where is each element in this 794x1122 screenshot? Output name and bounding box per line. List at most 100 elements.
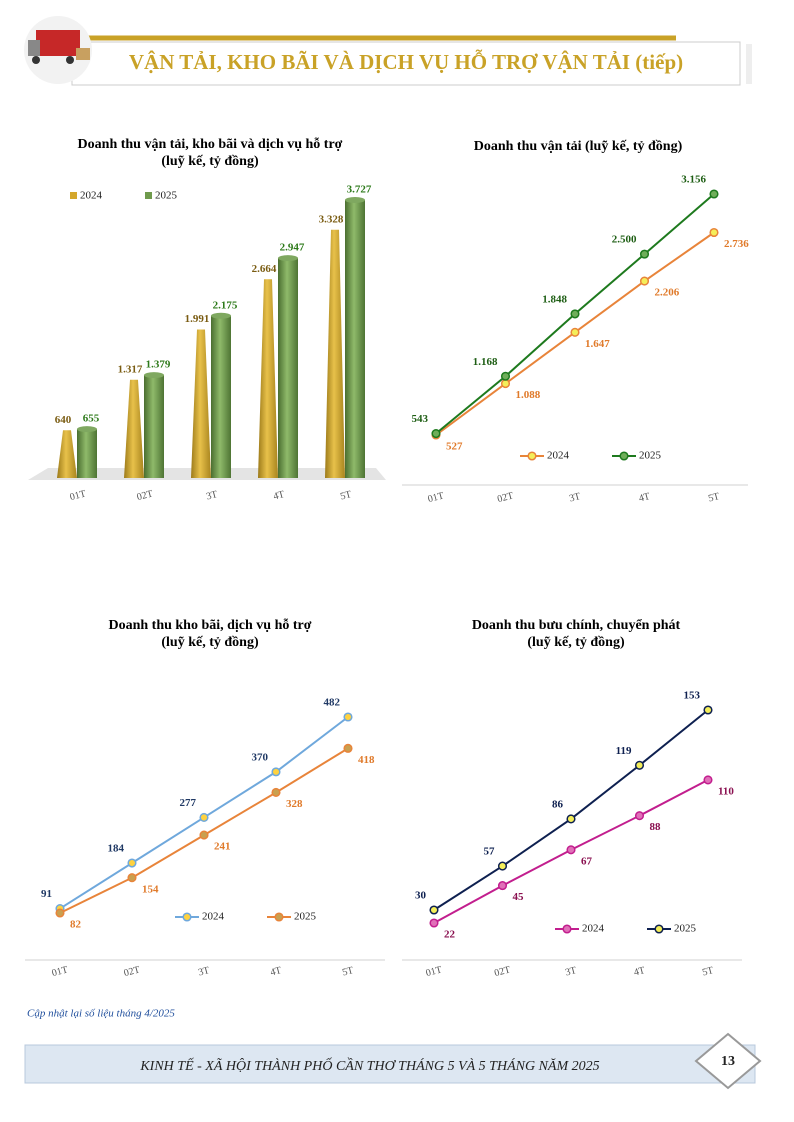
marker	[639, 249, 650, 259]
value-label: 153	[684, 690, 701, 702]
legend-swatch	[70, 192, 77, 199]
legend-marker	[527, 451, 537, 461]
chart-title: Doanh thu vận tải (luỹ kế, tỷ đồng)	[474, 139, 683, 154]
marker	[343, 743, 353, 753]
value-label: 57	[484, 846, 496, 858]
marker	[566, 814, 576, 824]
value-label: 3.328	[319, 213, 344, 225]
x-tick-label: 02T	[136, 488, 154, 503]
value-label: 328	[286, 798, 303, 810]
legend-label: 2025	[155, 190, 178, 202]
value-label: 241	[214, 841, 231, 853]
bar	[258, 279, 278, 478]
bar	[325, 229, 345, 478]
marker	[497, 881, 508, 891]
value-label: 2.175	[213, 299, 238, 311]
bar	[77, 429, 97, 478]
marker	[566, 845, 576, 855]
marker	[199, 812, 209, 823]
marker	[639, 276, 650, 286]
bar-cap	[144, 372, 164, 379]
value-label: 1.379	[146, 359, 171, 371]
marker	[429, 905, 439, 915]
marker	[634, 811, 645, 821]
marker	[127, 858, 137, 868]
x-tick-label: 02T	[123, 964, 141, 979]
x-tick-label: 3T	[568, 491, 582, 505]
legend-marker	[274, 912, 284, 922]
bar	[57, 430, 77, 478]
value-label: 119	[616, 745, 632, 757]
marker	[431, 428, 441, 439]
line	[59, 716, 349, 910]
footer-text: KINH TẾ - XÃ HỘI THÀNH PHỐ CẦN THƠ THÁNG…	[139, 1056, 599, 1074]
bar-cap	[278, 255, 298, 262]
value-label: 1.848	[542, 293, 567, 305]
header: VẬN TẢI, KHO BÃI VÀ DỊCH VỤ HỖ TRỢ VẬN T…	[24, 16, 752, 86]
x-tick-label: 3T	[197, 965, 211, 979]
marker	[429, 918, 439, 928]
x-tick-label: 02T	[493, 964, 511, 979]
marker	[634, 760, 645, 770]
value-label: 3.156	[681, 174, 706, 186]
chart-title: Doanh thu vận tải, kho bãi và dịch vụ hỗ…	[78, 136, 343, 152]
x-tick-label: 01T	[51, 964, 69, 979]
x-tick-label: 5T	[339, 489, 353, 503]
value-label: 543	[412, 413, 429, 425]
legend-label: 2024	[582, 923, 605, 935]
chart-title: Doanh thu kho bãi, dịch vụ hỗ trợ	[108, 617, 311, 633]
value-label: 86	[552, 798, 564, 810]
x-tick-label: 5T	[701, 965, 715, 979]
x-tick-label: 4T	[272, 489, 286, 503]
value-label: 1.647	[585, 338, 610, 350]
bar	[278, 258, 298, 478]
bar-cap	[77, 426, 97, 433]
marker	[500, 371, 511, 381]
marker	[343, 712, 353, 722]
page-number: 13	[721, 1054, 735, 1069]
value-label: 45	[513, 891, 525, 903]
value-label: 30	[415, 890, 427, 902]
value-label: 2.947	[280, 242, 305, 254]
value-label: 1.317	[118, 363, 143, 375]
legend-marker	[562, 924, 572, 934]
x-tick-label: 4T	[269, 965, 283, 979]
marker	[570, 327, 580, 337]
x-tick-label: 5T	[341, 965, 355, 979]
value-label: 67	[581, 855, 593, 867]
marker	[271, 787, 281, 798]
value-label: 1.991	[185, 313, 210, 325]
value-label: 527	[446, 441, 463, 453]
marker	[709, 227, 719, 238]
legend-marker	[654, 924, 664, 934]
chart-title: Doanh thu bưu chính, chuyển phát	[472, 618, 681, 633]
chart-title: (luỹ kế, tỷ đồng)	[527, 635, 625, 650]
value-label: 22	[444, 929, 456, 941]
value-label: 277	[180, 797, 197, 809]
footer: KINH TẾ - XÃ HỘI THÀNH PHỐ CẦN THƠ THÁNG…	[24, 1032, 762, 1090]
x-tick-label: 01T	[427, 490, 445, 505]
line	[433, 709, 709, 911]
marker	[127, 873, 137, 883]
value-label: 482	[324, 697, 341, 709]
footnote: Cập nhật lại số liệu tháng 4/2025	[27, 1008, 175, 1020]
value-label: 184	[108, 843, 125, 855]
marker	[271, 767, 281, 777]
value-label: 2.206	[655, 287, 680, 299]
legend-marker	[182, 912, 192, 922]
value-label: 82	[70, 919, 82, 931]
bar	[124, 379, 144, 478]
legend-label: 2025	[639, 450, 662, 462]
value-label: 1.088	[516, 389, 541, 401]
bar-cap	[345, 197, 365, 203]
legend-label: 2025	[674, 923, 697, 935]
chart-title: (luỹ kế, tỷ đồng)	[161, 635, 259, 650]
bar	[211, 315, 231, 478]
marker	[703, 775, 713, 785]
bar	[345, 200, 365, 478]
value-label: 3.727	[347, 184, 372, 196]
value-label: 418	[358, 754, 375, 766]
marker	[703, 705, 713, 715]
marker	[500, 379, 511, 389]
marker	[55, 908, 65, 918]
